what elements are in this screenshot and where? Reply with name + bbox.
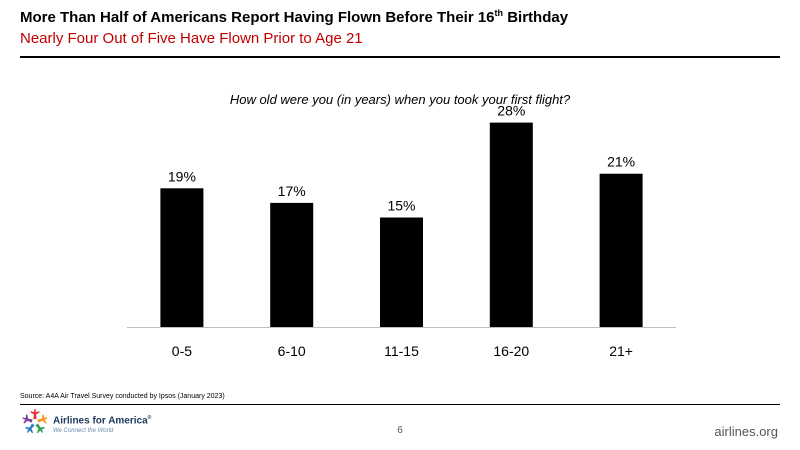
- footer-divider: [20, 404, 780, 405]
- bar-11-15: [380, 217, 423, 327]
- slide-subtitle: Nearly Four Out of Five Have Flown Prior…: [20, 30, 363, 47]
- title-superscript: th: [494, 8, 504, 18]
- bar-16-20: [489, 122, 533, 327]
- bar-6-10: [270, 202, 314, 327]
- logo-plane-shape: [35, 423, 45, 434]
- logo-plane-shape: [25, 423, 35, 434]
- x-tick-label-16-20: 16-20: [493, 343, 529, 359]
- website-link[interactable]: airlines.org: [714, 424, 778, 439]
- bar-0-5: [160, 188, 204, 327]
- bar-21+: [599, 173, 643, 327]
- data-label-16-20: 28%: [497, 103, 525, 119]
- data-label-0-5: 19%: [168, 168, 196, 184]
- page-number: 6: [397, 425, 403, 436]
- title-main: More Than Half of Americans Report Havin…: [20, 9, 495, 26]
- x-tick-label-0-5: 0-5: [172, 343, 192, 359]
- title-end: Birthday: [503, 9, 569, 26]
- data-label-21+: 21%: [607, 154, 635, 170]
- airlines-for-america-logo: Airlines for America® We Connect the Wor…: [20, 407, 170, 443]
- x-tick-label-6-10: 6-10: [278, 343, 306, 359]
- header-divider: [20, 56, 780, 58]
- x-tick-label-11-15: 11-15: [384, 343, 419, 359]
- logo-tagline: We Connect the World: [53, 428, 114, 434]
- slide-title: More Than Half of Americans Report Havin…: [20, 8, 569, 27]
- x-tick-label-21+: 21+: [609, 343, 633, 359]
- chart-title: How old were you (in years) when you too…: [229, 92, 571, 107]
- logo-plane-shape: [22, 414, 33, 424]
- logo-name-text: Airlines for America: [53, 415, 148, 427]
- logo-registered-mark: ®: [147, 415, 152, 421]
- logo-plane-shape: [37, 414, 48, 424]
- logo-name: Airlines for America®: [53, 415, 151, 426]
- source-note: Source: A4A Air Travel Survey conducted …: [20, 393, 225, 400]
- data-label-6-10: 17%: [278, 183, 306, 199]
- data-label-11-15: 15%: [387, 198, 415, 214]
- logo-plane-shape: [30, 409, 40, 419]
- plane-pinwheel-icon: [22, 409, 48, 434]
